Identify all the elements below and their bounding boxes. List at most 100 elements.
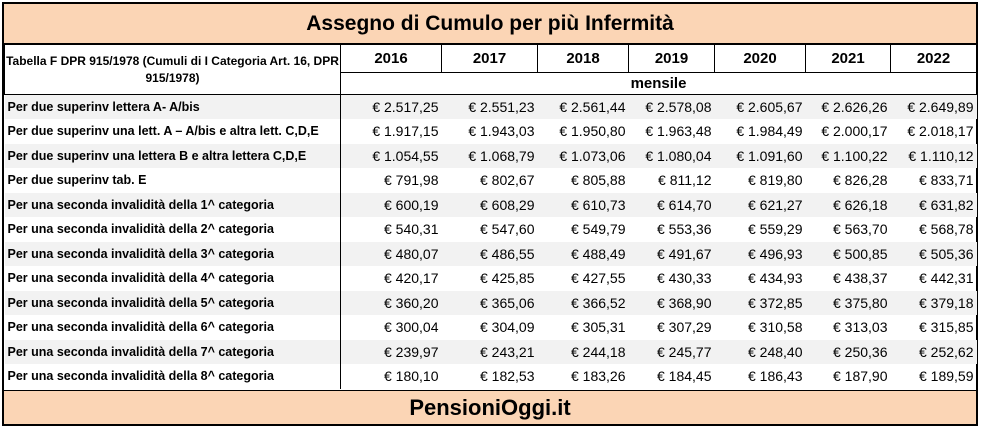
- footer-brand: PensioniOggi.it: [4, 390, 976, 424]
- table-row: Per una seconda invalidità della 6^ cate…: [4, 315, 977, 340]
- row-value: € 505,36: [890, 241, 977, 266]
- row-value: € 1.943,03: [468, 123, 535, 140]
- row-value: € 360,20: [340, 290, 442, 315]
- row-label: Per due superinv una lettera B e altra l…: [4, 143, 341, 168]
- row-value: € 365,06: [441, 290, 538, 315]
- header-description: Tabella F DPR 915/1978 (Cumuli di I Cate…: [4, 44, 341, 95]
- row-value: € 304,09: [480, 319, 535, 336]
- row-label: Per due superinv lettera A- A/bis: [4, 94, 341, 119]
- row-label: Per una seconda invalidità della 8^ cate…: [4, 364, 341, 389]
- row-value: € 244,18: [537, 339, 629, 364]
- row-value: € 802,67: [480, 172, 535, 189]
- row-value: € 563,70: [833, 221, 888, 238]
- row-label: Per una seconda invalidità della 2^ cate…: [4, 217, 341, 242]
- row-value: € 183,26: [571, 368, 626, 385]
- row-value: € 626,18: [805, 192, 891, 217]
- row-value: € 239,97: [340, 339, 442, 364]
- row-value: € 1.073,06: [537, 143, 629, 168]
- table-row: Per una seconda invalidità della 8^ cate…: [4, 364, 977, 389]
- row-value: € 189,59: [919, 368, 974, 385]
- row-value: € 488,49: [537, 241, 629, 266]
- row-value: € 420,17: [384, 270, 439, 287]
- row-value: € 2.000,17: [821, 123, 888, 140]
- row-value: € 2.018,17: [907, 123, 974, 140]
- row-value: € 1.950,80: [559, 123, 626, 140]
- header-year: 2022: [890, 44, 977, 73]
- row-value: € 368,90: [628, 290, 715, 315]
- row-value: € 430,33: [657, 270, 712, 287]
- row-value: € 180,10: [384, 368, 439, 385]
- row-value: € 1.080,04: [628, 143, 715, 168]
- table-body: Per due superinv lettera A- A/bis € 2.517…: [4, 94, 977, 389]
- row-value: € 366,52: [537, 290, 629, 315]
- row-value: € 826,28: [833, 172, 888, 189]
- row-value: € 2.517,25: [340, 94, 442, 119]
- row-value: € 315,85: [919, 319, 974, 336]
- row-value: € 540,31: [384, 221, 439, 238]
- row-value: € 372,85: [714, 290, 806, 315]
- row-value: € 2.551,23: [441, 94, 538, 119]
- row-value: € 610,73: [537, 192, 629, 217]
- row-value: € 491,67: [628, 241, 715, 266]
- row-label: Per una seconda invalidità della 4^ cate…: [4, 266, 341, 291]
- row-value: € 243,21: [441, 339, 538, 364]
- table-header: Tabella F DPR 915/1978 (Cumuli di I Cate…: [4, 44, 977, 95]
- table-row: Per una seconda invalidità della 2^ cate…: [4, 217, 977, 242]
- row-value: € 425,85: [480, 270, 535, 287]
- row-value: € 568,78: [919, 221, 974, 238]
- header-year: 2017: [441, 44, 538, 73]
- row-value: € 1.068,79: [441, 143, 538, 168]
- row-value: € 248,40: [714, 339, 806, 364]
- row-value: € 621,27: [714, 192, 806, 217]
- table-row: Per due superinv lettera A- A/bis € 2.517…: [4, 94, 977, 119]
- row-value: € 250,36: [805, 339, 891, 364]
- row-value: € 1.054,55: [340, 143, 442, 168]
- table-row: Per due superinv tab. E € 791,98 € 802,67 €…: [4, 168, 977, 193]
- row-label: Per due superinv una lett. A – A/bis e a…: [4, 119, 341, 144]
- table-row: Per due superinv una lett. A – A/bis e a…: [4, 119, 977, 144]
- row-value: € 305,31: [571, 319, 626, 336]
- table-area: Tabella F DPR 915/1978 (Cumuli di I Cate…: [4, 44, 977, 389]
- row-value: € 442,31: [919, 270, 974, 287]
- header-year: 2019: [628, 44, 715, 73]
- table-row: Per due superinv una lettera B e altra l…: [4, 143, 977, 168]
- row-label: Per una seconda invalidità della 6^ cate…: [4, 315, 341, 340]
- row-value: € 2.649,89: [890, 94, 977, 119]
- page-title: Assegno di Cumulo per più Infermità: [4, 4, 976, 44]
- row-value: € 819,80: [748, 172, 803, 189]
- header-unit: mensile: [340, 72, 977, 95]
- row-value: € 500,85: [805, 241, 891, 266]
- row-value: € 245,77: [628, 339, 715, 364]
- row-value: € 1.963,48: [645, 123, 712, 140]
- row-value: € 187,90: [833, 368, 888, 385]
- row-value: € 2.605,67: [714, 94, 806, 119]
- row-value: € 486,55: [441, 241, 538, 266]
- row-value: € 1.110,12: [890, 143, 977, 168]
- row-value: € 182,53: [480, 368, 535, 385]
- row-value: € 307,29: [657, 319, 712, 336]
- row-value: € 553,36: [657, 221, 712, 238]
- table-row: Per una seconda invalidità della 1^ cate…: [4, 192, 977, 217]
- row-value: € 1.100,22: [805, 143, 891, 168]
- row-value: € 480,07: [340, 241, 442, 266]
- row-value: € 252,62: [890, 339, 977, 364]
- row-value: € 1.917,15: [372, 123, 439, 140]
- row-label: Per una seconda invalidità della 7^ cate…: [4, 339, 341, 364]
- row-value: € 549,79: [571, 221, 626, 238]
- data-table: Tabella F DPR 915/1978 (Cumuli di I Cate…: [4, 44, 977, 389]
- row-value: € 2.578,08: [628, 94, 715, 119]
- row-value: € 496,93: [714, 241, 806, 266]
- row-value: € 1.091,60: [714, 143, 806, 168]
- row-value: € 1.984,49: [736, 123, 803, 140]
- row-value: € 631,82: [890, 192, 977, 217]
- row-value: € 811,12: [658, 172, 712, 189]
- row-label: Per una seconda invalidità della 1^ cate…: [4, 192, 341, 217]
- row-value: € 833,71: [919, 172, 974, 189]
- row-value: € 300,04: [384, 319, 439, 336]
- row-value: € 310,58: [748, 319, 803, 336]
- row-value: € 379,18: [890, 290, 977, 315]
- row-label: Per due superinv tab. E: [4, 168, 341, 193]
- row-value: € 184,45: [657, 368, 712, 385]
- row-value: € 186,43: [748, 368, 803, 385]
